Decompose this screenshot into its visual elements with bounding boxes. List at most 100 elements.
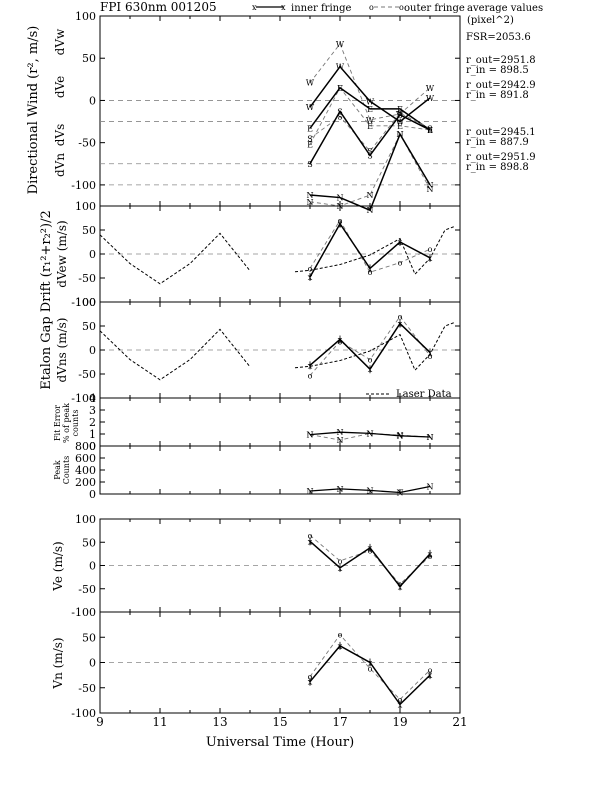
ytick-label-ve-2: 0 [89,560,96,573]
ytick-label-dvns-3: -50 [78,368,96,381]
ytick-label-directional-3: -50 [78,137,96,150]
outer-marker-dvew-2: o [368,268,373,277]
fsr-label: FSR=2053.6 [466,32,531,43]
outer-marker-dvns-2: o [368,356,373,365]
laser-line-a-dvew [99,232,251,285]
inner-marker-W-3: W [396,118,405,127]
outer-line-S [309,112,431,152]
ytick-label-ve-3: -50 [78,583,96,596]
inner-line-W [309,65,431,123]
fit-error-ylabel-1: Fit Error [53,405,62,441]
outer-marker-N-0: N [307,198,314,207]
outer-line-dvew [309,219,431,273]
fit-marker-2-0: N [307,431,314,440]
outer-marker-S-0: S [307,134,312,143]
ytick-label-peak_counts-2: 400 [75,464,96,477]
outer-marker-vn-4: o [428,666,433,675]
fit-marker-1-4: N [427,433,434,442]
outer-marker-E-3: E [397,122,403,131]
ytick-label-dvns-0: 100 [75,296,96,309]
inner-marker-E-0: E [307,124,313,133]
panel-frame-peak_counts [99,445,461,495]
peak-ylabel-2: Counts [62,456,71,485]
ytick-label-fit_error-1: 3 [89,404,96,417]
dvw-label: dVw [53,28,67,55]
dvn-label: dVn [53,153,67,177]
ytick-label-vn-3: -100 [71,707,96,720]
outer-marker-E-4: E [427,126,433,135]
inner-marker-S-3: S [397,111,402,120]
dvs-label: dVs [53,124,67,147]
ytick-label-vn-1: 0 [89,657,96,670]
directional-ylabel: Directional Wind (r², m/s) [26,26,41,195]
vn-ylabel: Vn (m/s) [51,637,65,689]
inner-marker-N-1: N [337,194,344,203]
inner-marker-W-0: W [306,103,315,112]
outer-marker-N-4: N [427,185,434,194]
fit-marker-1-3: N [397,432,404,441]
inner-marker-S-2: S [367,151,372,160]
inner-marker-N-3: N [397,130,404,139]
s-r-out: r_out=2945.1 [466,127,536,138]
svg-text:x: x [252,3,257,12]
xtick-label-1: 11 [152,715,167,729]
outer-marker-vn-0: o [308,673,313,682]
y-axis-labels: Directional Wind (r², m/s) dVw dVe dVs d… [26,26,80,690]
ytick-label-dvns-4: -100 [71,392,96,405]
outer-marker-dvew-4: o [428,245,433,254]
xtick-label-4: 17 [332,715,347,729]
outer-line-ve [309,534,431,585]
ytick-label-dvew-4: -100 [71,296,96,309]
svg-text:x: x [281,3,286,12]
outer-marker-vn-2: o [368,665,373,674]
fit-marker-1-1: N [337,428,344,437]
inner-marker-E-4: E [427,126,433,135]
outer-marker-dvns-0: o [308,371,313,380]
outer-marker-N-2: N [367,191,374,200]
outer-marker-W-0: W [306,79,315,88]
panel-frame-directional [99,15,461,207]
ytick-label-fit_error-3: 1 [89,428,96,441]
outer-marker-W-4: W [426,84,435,93]
peak-marker-1: N [337,485,344,494]
fit-marker-2-4: N [427,433,434,442]
ytick-label-dvns-2: 0 [89,344,96,357]
xtick-label-5: 19 [392,715,407,729]
ytick-label-directional-2: 0 [89,94,96,107]
ytick-label-ve-4: -100 [71,606,96,619]
fit-marker-1-2: N [367,429,374,438]
inner-marker-S-0: S [307,160,312,169]
ytick-label-directional-0: 100 [75,10,96,23]
laser-line-a-dvns [99,328,251,381]
peak-ylabel-1: Peak [53,460,62,480]
inner-line-E [309,86,431,131]
outer-marker-vn-3: o [398,695,403,704]
e-r-out: r_out=2942.9 [466,80,536,91]
figure-title: FPI 630nm 001205 [100,0,217,14]
outer-marker-S-1: S [337,112,342,121]
svg-text:o: o [369,3,374,12]
outer-marker-dvew-3: o [398,259,403,268]
x-axis-label: Universal Time (Hour) [206,735,354,750]
ytick-label-fit_error-4: 0 [89,440,96,453]
legend-average-label: average values [467,3,543,14]
header-legend: x x inner fringe o o outer fringe averag… [252,3,543,26]
panel-vn: 500-50-1009111315171921oooooxxxxx [71,611,468,729]
laser-legend-label: Laser Data [396,389,452,400]
ytick-label-peak_counts-3: 200 [75,476,96,489]
outer-marker-W-1: W [336,40,345,49]
xtick-label-0: 9 [96,715,104,729]
dvew-ylabel: dVew (m/s) [55,220,69,287]
legend-outer-label: outer fringe [404,3,465,14]
dvns-ylabel: dVns (m/s) [55,318,69,383]
dve-label: dVe [53,76,67,98]
outer-line-E [309,86,431,145]
ytick-label-peak_counts-1: 600 [75,452,96,465]
outer-marker-E-0: E [307,140,313,149]
peak-marker-2: N [367,486,374,495]
